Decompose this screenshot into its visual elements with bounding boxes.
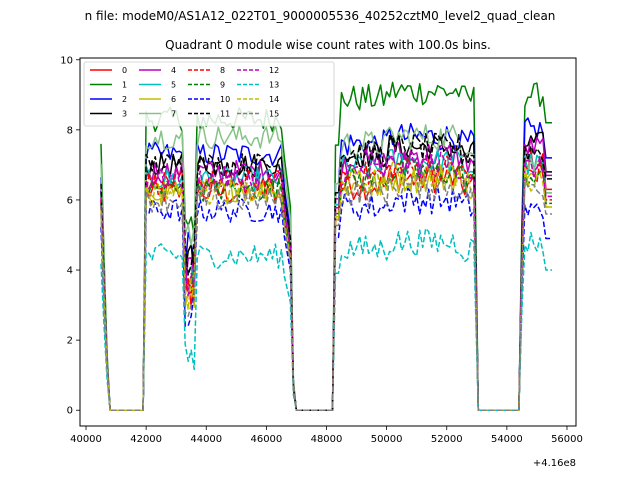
x-tick-label: 48000 [311, 434, 343, 445]
x-tick-label: 50000 [371, 434, 403, 445]
y-tick-label: 0 [67, 406, 73, 417]
legend-label-8: 8 [220, 66, 225, 75]
plot-frame [79, 57, 577, 427]
legend-label-1: 1 [122, 81, 127, 90]
legend-label-2: 2 [122, 95, 127, 104]
series-line-9 [100, 157, 552, 411]
legend-label-4: 4 [171, 66, 176, 75]
legend-label-6: 6 [171, 95, 176, 104]
series-line-1 [100, 81, 552, 411]
x-tick-label: 40000 [70, 434, 102, 445]
legend-label-0: 0 [122, 66, 127, 75]
series-line-14 [100, 161, 552, 411]
legend-label-11: 11 [220, 110, 230, 119]
axis-ticks: 40000 42000 44000 46000 48000 50000 52000 54000… [60, 55, 583, 445]
series-line-13 [100, 227, 552, 411]
series-line-7 [100, 124, 552, 411]
y-tick-label: 2 [67, 336, 73, 347]
x-tick-label: 56000 [551, 434, 583, 445]
legend-label-13: 13 [269, 81, 279, 90]
y-tick-label: 6 [67, 195, 73, 206]
x-tick-label: 42000 [130, 434, 162, 445]
x-tick-label: 44000 [190, 434, 222, 445]
y-tick-label: 10 [60, 55, 73, 66]
series-line-12 [100, 150, 552, 411]
legend-label-3: 3 [122, 110, 127, 119]
y-tick-label: 8 [67, 125, 73, 136]
legend-box [83, 61, 335, 127]
legend-label-10: 10 [220, 95, 230, 104]
chart-title: Quadrant 0 module wise count rates with … [165, 38, 491, 52]
figure-suptitle: n file: modeM0/AS1A12_022T01_9000005536_… [85, 9, 556, 23]
series-line-10 [100, 186, 552, 411]
legend-label-7: 7 [171, 110, 176, 119]
legend-label-15: 15 [269, 110, 279, 119]
legend-label-12: 12 [269, 66, 279, 75]
series-line-11 [100, 132, 552, 411]
legend-label-14: 14 [269, 95, 279, 104]
series-line-15 [100, 171, 552, 411]
y-tick-label: 4 [67, 266, 73, 277]
legend-label-9: 9 [220, 81, 225, 90]
x-axis-offset-label: +4.16e8 [533, 458, 576, 469]
x-tick-label: 46000 [250, 434, 282, 445]
x-tick-label: 54000 [491, 434, 523, 445]
legend-label-5: 5 [171, 81, 176, 90]
x-tick-label: 52000 [431, 434, 463, 445]
plot-lines [100, 81, 552, 411]
